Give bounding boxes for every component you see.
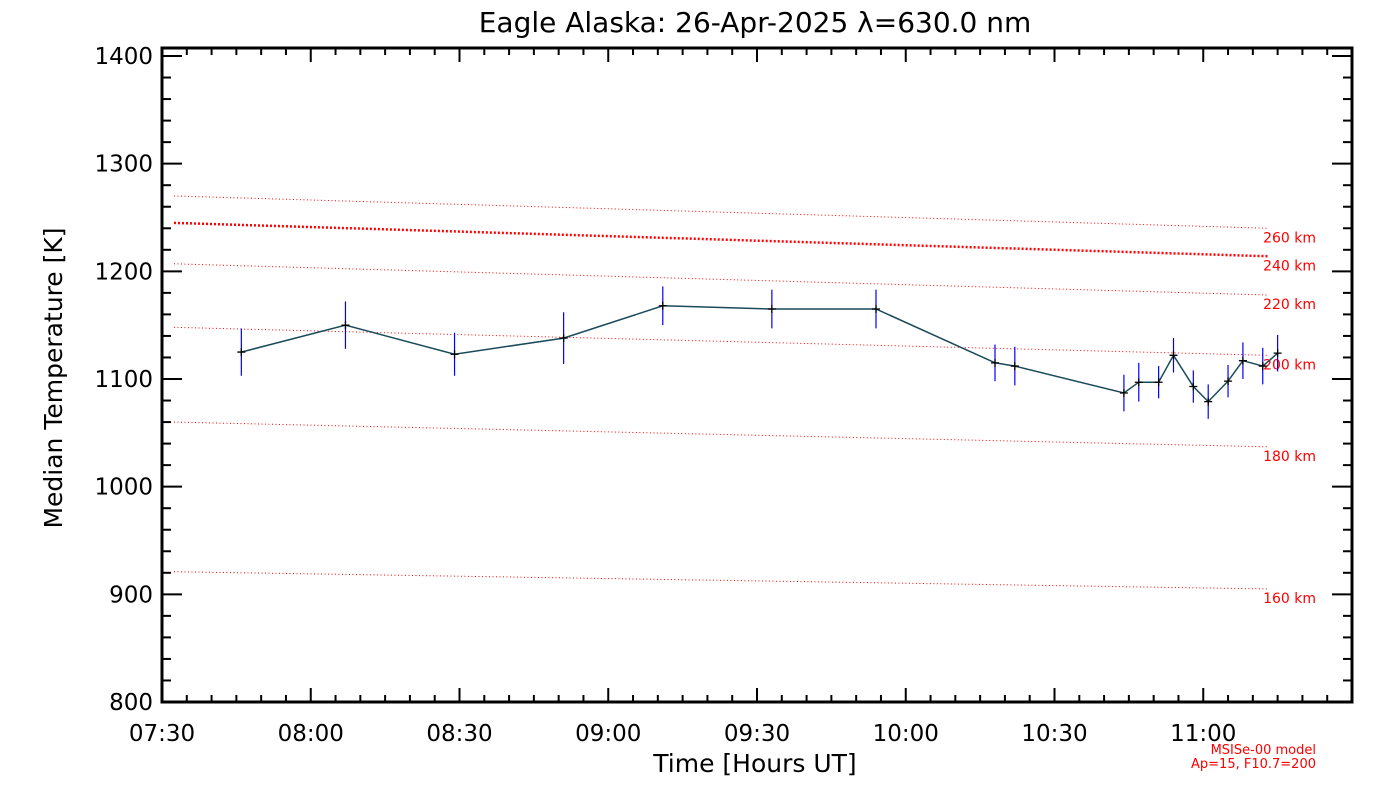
data-point	[1134, 378, 1143, 387]
x-tick-label: 08:00	[278, 721, 344, 747]
x-tick-label: 11:00	[1170, 721, 1236, 747]
data-point	[1238, 356, 1247, 365]
data-point	[1169, 351, 1178, 360]
data-point	[237, 348, 246, 357]
x-axis-label: Time [Hours UT]	[652, 749, 856, 778]
x-tick-label: 10:00	[873, 721, 939, 747]
y-tick-label: 800	[109, 690, 153, 716]
model-line	[173, 571, 1269, 590]
data-point	[1258, 362, 1267, 371]
model-annotation: MSISe-00 model	[1211, 743, 1316, 758]
data-point	[341, 321, 350, 330]
model-line	[173, 221, 1269, 258]
y-tick-label: 900	[109, 582, 153, 608]
data-point	[1154, 378, 1163, 387]
tick-labels: 07:30 08:00 08:30 09:00 09:30 10:00 10:30 11:00…	[94, 44, 1236, 747]
data-point	[1119, 388, 1128, 397]
model-line-label: 180 km	[1263, 449, 1316, 465]
model-line-label: 160 km	[1263, 591, 1316, 607]
data-series	[237, 286, 1282, 419]
model-line-label: 240 km	[1263, 258, 1316, 274]
x-tick-label: 10:30	[1021, 721, 1087, 747]
data-point	[559, 334, 568, 343]
x-tick-label: 08:30	[426, 721, 492, 747]
data-point	[991, 358, 999, 367]
y-tick-label: 1300	[94, 152, 153, 178]
data-point	[1224, 377, 1233, 386]
model-line	[173, 195, 1269, 229]
x-tick-label: 07:30	[129, 721, 195, 747]
axes	[160, 46, 1354, 704]
data-point	[1204, 397, 1213, 406]
model-line	[173, 421, 1269, 448]
y-tick-label: 1400	[94, 44, 153, 70]
y-tick-label: 1100	[94, 367, 153, 393]
x-tick-label: 09:30	[724, 721, 790, 747]
model-parameters-annotation: Ap=15, F10.7=200	[1191, 757, 1316, 772]
data-point	[450, 350, 459, 359]
x-tick-label: 09:00	[575, 721, 641, 747]
model-lines: 260 km 240 km 220 km 200 km 180 km 160 km	[173, 195, 1316, 607]
data-point	[767, 305, 776, 314]
data-point	[872, 305, 880, 314]
model-line-label: 220 km	[1263, 297, 1316, 313]
model-line	[173, 263, 1269, 296]
model-line	[173, 326, 1269, 356]
model-line-label: 200 km	[1263, 357, 1316, 373]
chart-title: Eagle Alaska: 26-Apr-2025 λ=630.0 nm	[479, 6, 1032, 39]
data-point	[1273, 349, 1282, 358]
data-point	[658, 301, 667, 310]
data-point	[1189, 382, 1198, 391]
y-axis-label: Median Temperature [K]	[39, 227, 68, 528]
y-tick-label: 1200	[94, 259, 153, 285]
model-line-label: 260 km	[1263, 230, 1316, 246]
data-point	[1010, 362, 1019, 371]
y-tick-label: 1000	[94, 475, 153, 501]
